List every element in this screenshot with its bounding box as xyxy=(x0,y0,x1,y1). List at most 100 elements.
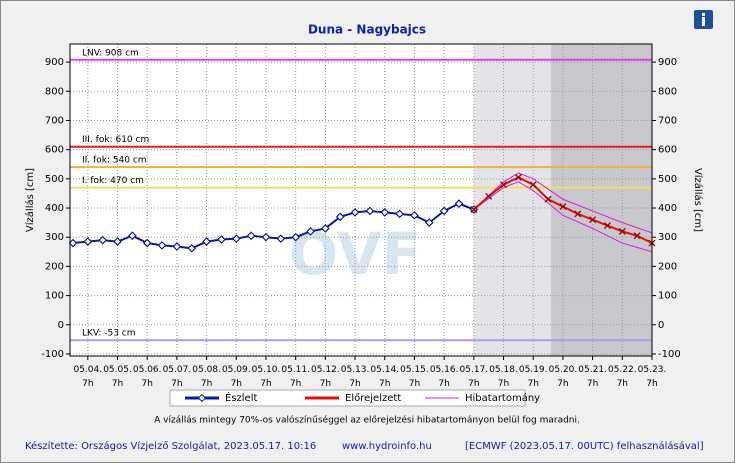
x-tick-label: 05.11. 7h xyxy=(281,365,310,389)
y-tick-label: -100 xyxy=(41,349,64,360)
legend-label: Előrejelzett xyxy=(345,392,401,404)
y-axis-label: Vízállás [cm] xyxy=(24,168,36,232)
y2-tick-label: 500 xyxy=(658,174,677,185)
y-tick-label: 0 xyxy=(58,320,64,331)
marker xyxy=(485,192,493,200)
marker xyxy=(410,210,419,220)
level-label: I. fok: 470 cm xyxy=(82,176,144,186)
marker xyxy=(217,235,226,244)
legend xyxy=(169,389,526,407)
error-band-line xyxy=(473,172,653,234)
y2-tick-label: 900 xyxy=(658,57,677,68)
marker xyxy=(380,208,390,217)
y2-tick-label: 0 xyxy=(658,320,664,331)
x-tick-label: 05.07. 7h xyxy=(163,365,192,389)
y2-tick-label: -100 xyxy=(658,349,681,360)
x-tick-label: 05.10. 7h xyxy=(252,365,281,389)
y2-tick-label: 100 xyxy=(658,291,677,302)
y-tick-label: 400 xyxy=(45,203,64,214)
x-tick-label: 05.18. 7h xyxy=(489,365,518,389)
y2-tick-label: 600 xyxy=(658,145,677,156)
marker xyxy=(246,231,256,241)
x-tick-label: 05.21. 7h xyxy=(578,365,607,389)
marker xyxy=(500,181,507,189)
level-label: III. fok: 610 cm xyxy=(82,135,149,145)
chart-title: Duna - Nagybajcs xyxy=(308,23,426,37)
level-label: LNV: 908 cm xyxy=(82,48,139,58)
x-tick-label: 05.13. 7h xyxy=(341,365,370,389)
x-tick-label: 05.06. 7h xyxy=(133,365,162,389)
x-tick-label: 05.09. 7h xyxy=(222,365,251,389)
marker xyxy=(618,227,626,235)
marker xyxy=(365,206,375,216)
x-tick-label: 05.20. 7h xyxy=(549,365,578,389)
x-tick-label: 05.22. 7h xyxy=(608,365,637,389)
forecast-band xyxy=(551,44,652,356)
marker xyxy=(98,235,108,245)
y2-tick-label: 200 xyxy=(658,261,677,272)
y-tick-label: 700 xyxy=(45,115,64,126)
marker xyxy=(544,195,552,203)
series-line xyxy=(72,202,475,250)
note: A vízállás mintegy 70%-os valószínűségge… xyxy=(154,415,580,426)
y2-tick-label: 700 xyxy=(658,115,677,126)
y2-tick-label: 800 xyxy=(658,86,677,97)
y-tick-label: 900 xyxy=(45,57,64,68)
info-icon[interactable] xyxy=(694,10,713,29)
y-tick-label: 300 xyxy=(45,232,64,243)
marker xyxy=(529,181,537,189)
marker xyxy=(559,203,567,211)
x-tick-label: 05.05. 7h xyxy=(103,365,132,389)
y2-tick-label: 300 xyxy=(658,232,677,243)
x-tick-label: 05.23. 7h xyxy=(638,365,667,389)
marker xyxy=(439,206,449,216)
marker xyxy=(128,231,137,241)
marker xyxy=(142,238,152,248)
y-tick-label: 800 xyxy=(45,86,64,97)
y-tick-label: 600 xyxy=(45,145,64,156)
marker xyxy=(231,234,241,244)
x-tick-label: 05.15. 7h xyxy=(400,365,429,389)
plot-area: OVF-1000100200300400500600700800900-1000… xyxy=(41,43,681,389)
marker xyxy=(83,237,93,246)
footer: Készítette: Országos Vízjelző Szolgálat,… xyxy=(25,440,316,452)
footer: [ECMWF (2023.05.17. 00UTC) felhasználásá… xyxy=(465,440,704,452)
y2-axis-label: Vízállás [cm] xyxy=(692,168,704,232)
marker xyxy=(335,212,345,222)
y-tick-label: 200 xyxy=(45,261,64,272)
marker xyxy=(574,210,582,218)
marker xyxy=(470,206,478,213)
marker xyxy=(350,208,360,217)
marker xyxy=(68,238,78,248)
legend-label: Hibatartomány xyxy=(465,392,540,404)
legend-marker xyxy=(197,393,207,403)
plot-frame xyxy=(69,43,653,357)
marker xyxy=(306,227,315,236)
marker xyxy=(424,218,434,227)
x-tick-label: 05.16. 7h xyxy=(430,365,459,389)
marker xyxy=(589,216,597,224)
y-tick-label: 100 xyxy=(45,291,64,302)
marker xyxy=(633,232,641,240)
marker xyxy=(454,199,464,208)
marker xyxy=(261,232,271,242)
x-tick-label: 05.14. 7h xyxy=(370,365,399,389)
level-label: LKV: -53 cm xyxy=(82,329,136,339)
y2-tick-label: 400 xyxy=(658,203,677,214)
level-label: II. fok: 540 cm xyxy=(82,156,147,166)
x-tick-label: 05.17. 7h xyxy=(460,365,489,389)
x-tick-label: 05.08. 7h xyxy=(192,365,221,389)
marker xyxy=(187,243,197,253)
x-tick-label: 05.19. 7h xyxy=(519,365,548,389)
marker xyxy=(395,209,404,219)
marker xyxy=(276,234,286,244)
marker xyxy=(291,232,301,242)
y-tick-label: 500 xyxy=(45,174,64,185)
marker xyxy=(157,241,167,250)
marker xyxy=(113,237,122,246)
legend-label: Észlelt xyxy=(225,391,257,404)
marker xyxy=(321,224,330,233)
marker xyxy=(172,242,182,251)
marker xyxy=(603,222,611,229)
